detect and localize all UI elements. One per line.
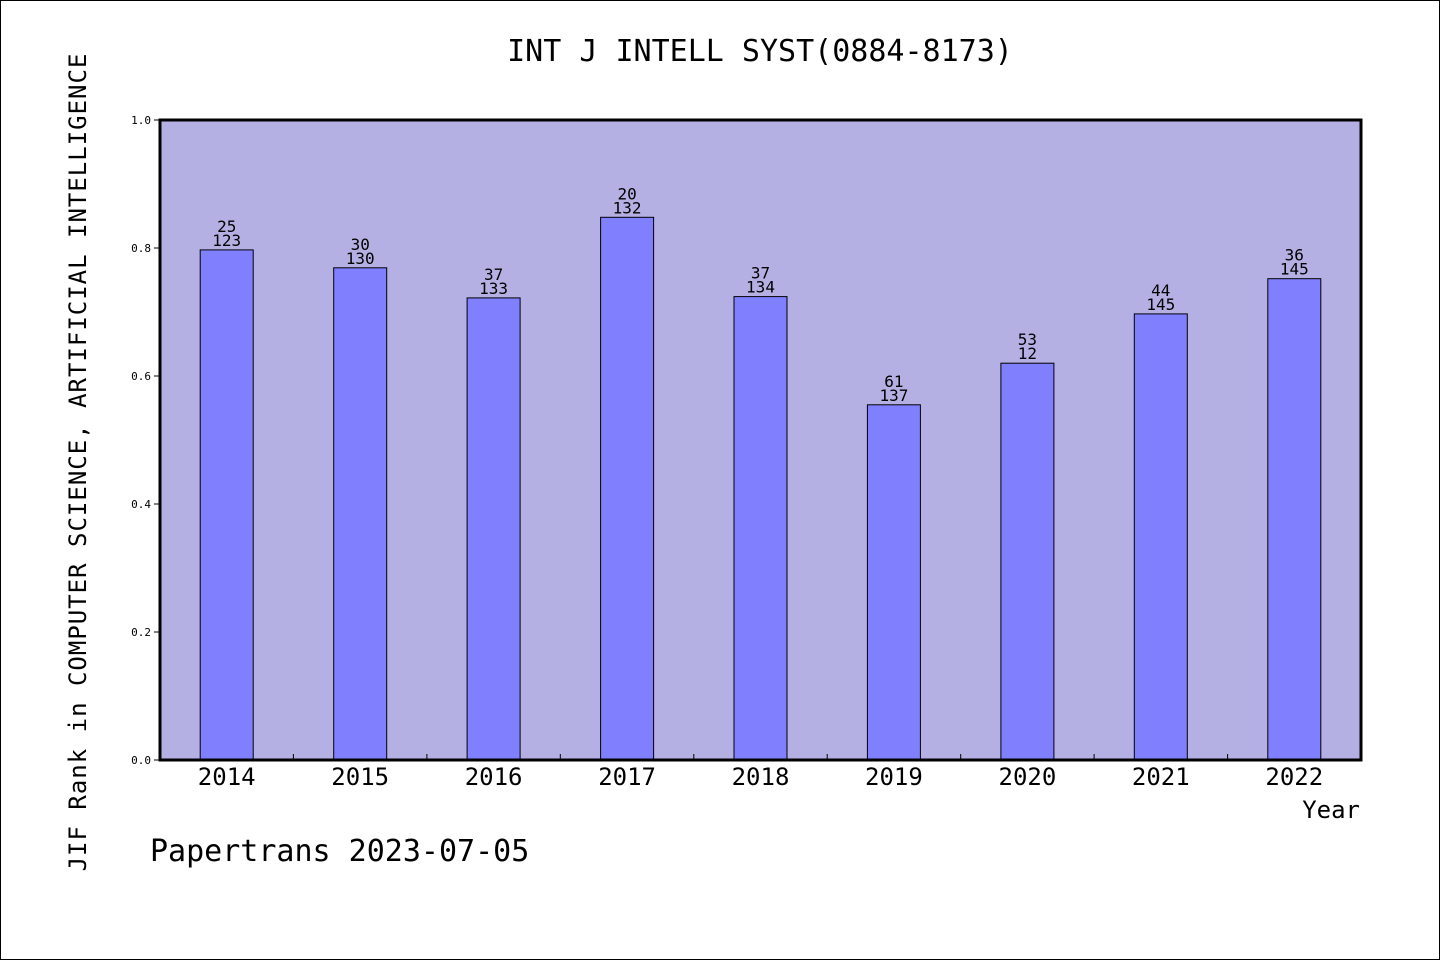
- bar-rank-label: 20: [617, 184, 636, 203]
- bar: [600, 216, 655, 761]
- bar-total-label: 137: [879, 386, 908, 405]
- y-tick-label: 0.2: [131, 626, 151, 639]
- bar: [1000, 362, 1055, 761]
- bar: [866, 404, 921, 761]
- y-tick-label: 0.8: [131, 242, 151, 255]
- x-tick-label: 2022: [1265, 763, 1323, 791]
- y-tick-label: 0.6: [131, 370, 151, 383]
- bar-rank-label: 44: [1151, 281, 1170, 300]
- y-tick-label: 1.0: [131, 114, 151, 127]
- bar-rank-label: 36: [1285, 246, 1304, 265]
- x-tick-label: 2015: [331, 763, 389, 791]
- x-tick-label: 2019: [865, 763, 923, 791]
- bar-total-label: 132: [613, 198, 642, 217]
- bar: [466, 297, 521, 761]
- plot-border: [158, 118, 1363, 762]
- bar: [733, 296, 788, 761]
- x-tick-label: 2021: [1132, 763, 1190, 791]
- bar-rank-label: 37: [484, 265, 503, 284]
- bar-total-label: 134: [746, 278, 775, 297]
- bar: [333, 267, 388, 761]
- bar: [199, 249, 254, 761]
- bar: [1267, 278, 1322, 761]
- bar-rank-label: 61: [884, 372, 903, 391]
- bar-rank-label: 53: [1018, 330, 1037, 349]
- x-axis-title: Year: [1302, 796, 1360, 824]
- y-tick-label: 0.4: [131, 498, 151, 511]
- x-tick-label: 2017: [598, 763, 656, 791]
- x-tick-label: 2014: [198, 763, 256, 791]
- bar-total-label: 133: [479, 279, 508, 298]
- bar-total-label: 123: [212, 231, 241, 250]
- bar-total-label: 130: [346, 249, 375, 268]
- bar-rank-label: 37: [751, 264, 770, 283]
- y-tick-label: 0.0: [131, 754, 151, 767]
- bar-rank-label: 30: [351, 235, 370, 254]
- x-tick-label: 2018: [732, 763, 790, 791]
- bar-total-label: 12: [1018, 344, 1037, 363]
- footer-note: Papertrans 2023-07-05: [150, 834, 530, 869]
- x-tick-label: 2020: [999, 763, 1057, 791]
- bar-total-label: 145: [1146, 295, 1175, 314]
- bar-total-label: 145: [1280, 260, 1309, 279]
- x-tick-label: 2016: [465, 763, 523, 791]
- bar: [1133, 313, 1188, 761]
- chart-title: INT J INTELL SYST(0884-8173): [507, 34, 1013, 69]
- bar-rank-label: 25: [217, 217, 236, 236]
